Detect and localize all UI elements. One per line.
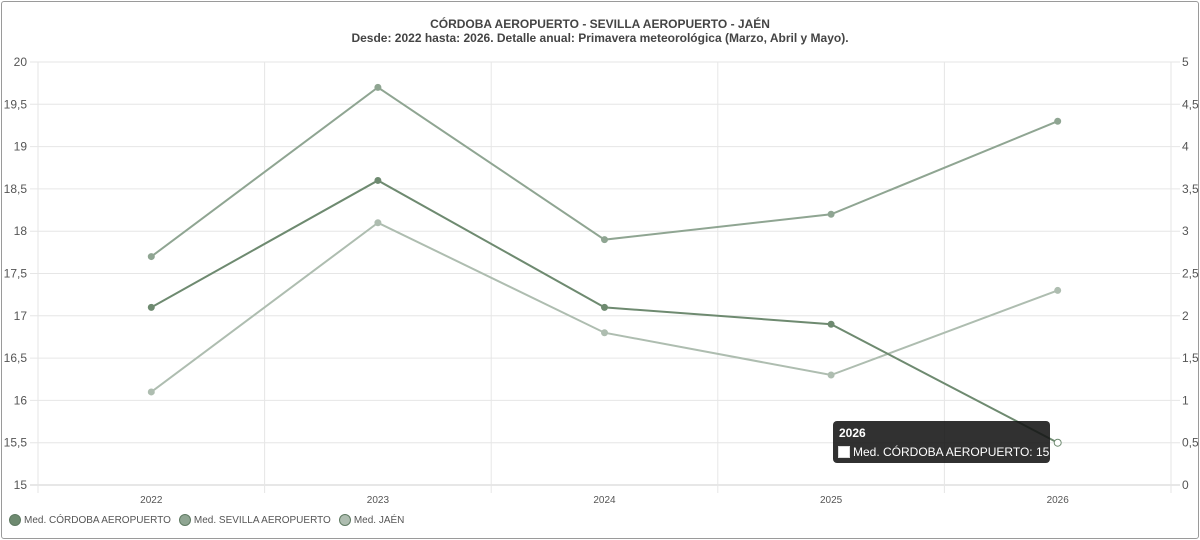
series-line: [150, 179, 1059, 444]
y2-tick-label: 2: [1182, 309, 1189, 323]
y-tick-label: 16,5: [4, 351, 28, 365]
tooltip-swatch: [838, 446, 850, 458]
y2-tick-label: 4,5: [1182, 97, 1199, 111]
x-tick-label: 2026: [1047, 495, 1070, 506]
data-point: [601, 236, 608, 244]
legend-item[interactable]: Med. CÓRDOBA AEROPUERTO: [9, 514, 171, 526]
legend-item[interactable]: Med. JAÉN: [338, 514, 405, 526]
legend-label: Med. SEVILLA AEROPUERTO: [193, 514, 331, 526]
y-tick-label: 17,5: [4, 267, 28, 281]
y2-tick-label: 3,5: [1182, 182, 1199, 196]
data-point: [1054, 286, 1062, 294]
chart-title: CÓRDOBA AEROPUERTO - SEVILLA AEROPUERTO …: [430, 17, 770, 31]
y-tick-label: 18,5: [4, 182, 28, 196]
legend-label: Med. CÓRDOBA AEROPUERTO: [24, 514, 171, 526]
tooltip-title: 2026: [839, 426, 866, 440]
y2-tick-label: 1,5: [1182, 351, 1199, 365]
data-point: [147, 388, 155, 396]
y-tick-label: 15: [14, 478, 28, 492]
legend-swatch: [338, 514, 351, 526]
y2-tick-label: 1: [1182, 393, 1189, 407]
data-point: [1053, 438, 1062, 447]
data-point: [601, 329, 608, 337]
y-tick-label: 18: [14, 224, 28, 238]
y-tick-label: 19,5: [4, 97, 28, 111]
y2-tick-label: 0: [1182, 478, 1189, 492]
y-tick-label: 15,5: [4, 436, 28, 450]
data-point: [147, 303, 155, 311]
data-point: [827, 320, 835, 328]
y-tick-label: 20: [14, 55, 28, 69]
y2-tick-label: 3: [1182, 224, 1189, 238]
data-point: [374, 83, 382, 91]
x-tick-label: 2025: [820, 495, 843, 506]
y2-tick-label: 0,5: [1182, 436, 1199, 450]
y-tick-label: 17: [14, 309, 28, 323]
legend-label: Med. JAÉN: [353, 514, 405, 526]
data-point: [374, 219, 382, 227]
data-tooltip: 2026 Med. CÓRDOBA AEROPUERTO: 15,5: [833, 421, 1059, 463]
x-tick-label: 2023: [367, 495, 390, 506]
legend-swatch: [178, 514, 191, 526]
tooltip-row: Med. CÓRDOBA AEROPUERTO: 15,5: [838, 445, 1059, 459]
legend-item[interactable]: Med. SEVILLA AEROPUERTO: [178, 514, 331, 526]
chart-subtitle: Desde: 2022 hasta: 2026. Detalle anual: …: [351, 31, 849, 45]
data-point: [601, 303, 608, 311]
data-point: [1054, 117, 1062, 125]
data-point: [827, 210, 835, 218]
chart-legend: Med. CÓRDOBA AEROPUERTO Med. SEVILLA AERO…: [9, 514, 404, 526]
y-tick-label: 19: [14, 140, 28, 154]
y2-tick-label: 5: [1182, 55, 1189, 69]
x-tick-label: 2024: [593, 495, 616, 506]
y2-tick-label: 2,5: [1182, 267, 1199, 281]
data-point: [827, 371, 835, 379]
x-tick-label: 2022: [140, 495, 163, 506]
y2-tick-label: 4: [1182, 140, 1189, 154]
data-point: [147, 253, 155, 261]
legend-swatch: [9, 514, 21, 526]
y-tick-label: 16: [14, 393, 28, 407]
tooltip-label: Med. CÓRDOBA AEROPUERTO: 15,5: [853, 445, 1060, 459]
data-point: [374, 176, 382, 184]
